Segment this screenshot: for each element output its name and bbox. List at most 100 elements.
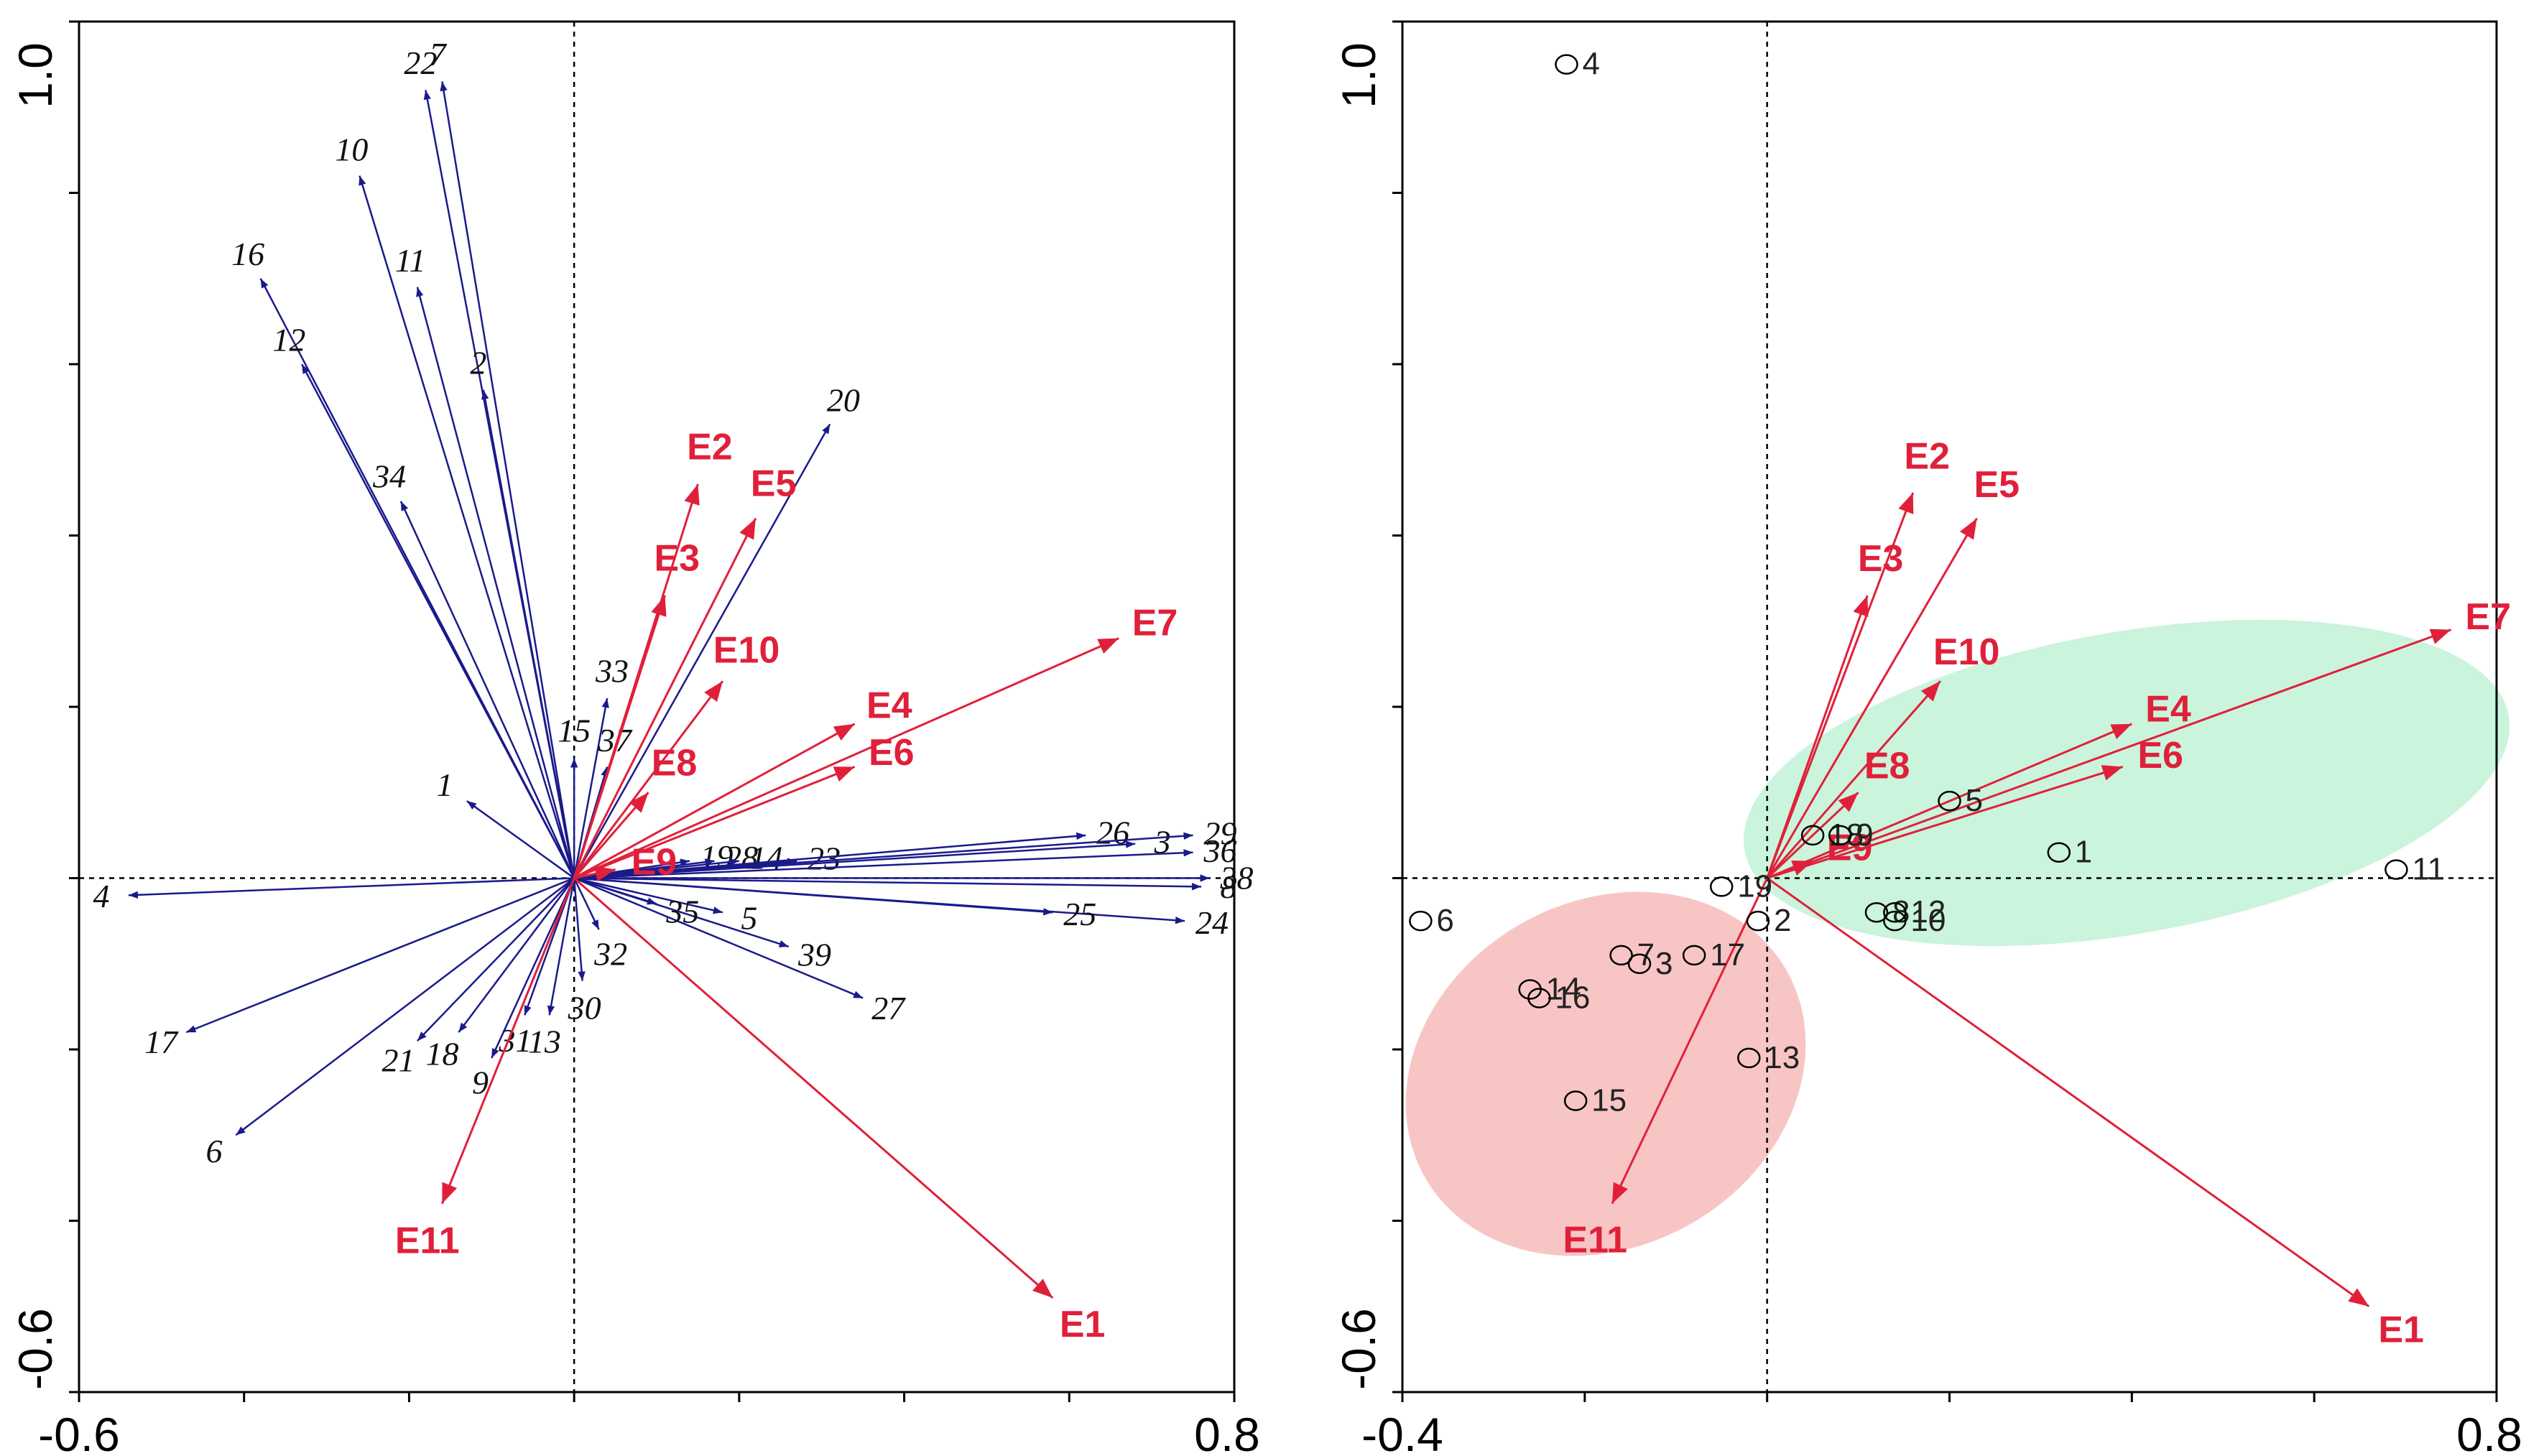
env-arrow-e8 <box>1766 792 1859 879</box>
site-marker-4 <box>1555 54 1578 75</box>
site-marker-2 <box>1746 910 1770 932</box>
env-arrow-e10 <box>1766 680 1941 879</box>
species-label-27: 27 <box>871 990 906 1026</box>
species-arrow-8 <box>574 877 1202 888</box>
species-arrow-25 <box>574 877 1053 914</box>
species-label-15: 15 <box>558 713 591 749</box>
env-arrow-e5 <box>573 517 757 879</box>
env-label-e11: E11 <box>1563 1219 1627 1261</box>
site-label-15: 15 <box>1591 1083 1627 1118</box>
species-label-18: 18 <box>426 1036 459 1072</box>
env-arrowhead-e1 <box>1032 1279 1053 1298</box>
species-arrowhead-15 <box>570 758 578 768</box>
x-tick-label-min: -0.4 <box>1361 1408 1443 1456</box>
species-arrowhead-3 <box>1125 840 1136 848</box>
env-label-e9: E9 <box>632 841 677 883</box>
species-label-29: 29 <box>1203 815 1236 851</box>
site-marker-11 <box>2384 859 2408 880</box>
env-label-e2: E2 <box>687 426 733 468</box>
env-arrow-e10 <box>573 680 724 879</box>
site-marker-8 <box>1864 901 1889 923</box>
env-arrowhead-e7 <box>2429 629 2451 644</box>
species-arrowhead-39 <box>778 940 789 947</box>
env-label-e4: E4 <box>2145 688 2191 730</box>
species-arrowhead-4 <box>128 891 139 899</box>
env-arrowhead-e9 <box>594 866 616 882</box>
env-arrowhead-e10 <box>704 681 723 703</box>
species-arrowhead-16 <box>260 278 269 289</box>
species-label-21: 21 <box>382 1042 415 1078</box>
env-arrow-e1 <box>573 877 1054 1299</box>
species-label-20: 20 <box>827 381 860 418</box>
species-arrowhead-8 <box>1191 883 1202 891</box>
env-arrowhead-e5 <box>1959 518 1977 540</box>
species-arrow-30 <box>573 878 583 981</box>
site-marker-3 <box>1627 953 1652 974</box>
env-arrowhead-e5 <box>739 518 756 540</box>
site-marker-15 <box>1563 1090 1588 1111</box>
env-label-e5: E5 <box>751 463 797 505</box>
site-label-2: 2 <box>1774 903 1791 938</box>
species-arrowhead-25 <box>1042 908 1053 916</box>
env-arrowhead-e1 <box>2348 1288 2369 1307</box>
site-label-17: 17 <box>1710 937 1745 973</box>
env-label-e11: E11 <box>395 1220 460 1262</box>
site-marker-19 <box>1709 876 1734 897</box>
species-arrow-9 <box>491 877 575 1059</box>
species-arrow-34 <box>399 501 575 879</box>
species-arrowhead-17 <box>186 1025 197 1033</box>
species-arrowhead-27 <box>853 991 864 998</box>
site-marker-17 <box>1682 945 1706 966</box>
species-label-24: 24 <box>1195 904 1229 941</box>
y-tick-label-min: -0.6 <box>9 1308 62 1390</box>
env-arrowhead-e4 <box>2110 723 2132 739</box>
site-label-9: 9 <box>1856 817 1873 853</box>
species-arrow-7 <box>441 81 575 878</box>
env-label-e1: E1 <box>2378 1309 2424 1351</box>
species-label-33: 33 <box>595 653 629 690</box>
site-label-16: 16 <box>1555 980 1590 1015</box>
env-label-e8: E8 <box>1864 746 1910 787</box>
env-arrowhead-e10 <box>1921 681 1941 702</box>
y-tick-label-min: -0.6 <box>1332 1308 1385 1390</box>
env-arrowhead-e8 <box>629 792 649 813</box>
species-label-12: 12 <box>272 321 305 358</box>
env-label-e10: E10 <box>1933 631 2000 673</box>
env-arrow-e7 <box>1767 629 2452 879</box>
species-arrow-27 <box>573 877 864 999</box>
site-label-3: 3 <box>1655 946 1673 981</box>
env-label-e7: E7 <box>2465 596 2511 638</box>
env-arrow-e7 <box>573 637 1119 879</box>
species-arrow-32 <box>573 877 600 930</box>
species-label-1: 1 <box>436 766 453 803</box>
species-arrow-17 <box>185 877 575 1034</box>
species-arrowhead-12 <box>302 364 310 374</box>
species-arrowhead-10 <box>359 175 366 186</box>
site-label-12: 12 <box>1910 894 1946 929</box>
env-arrow-e2 <box>1766 492 1915 879</box>
env-arrowhead-e6 <box>833 766 855 782</box>
species-arrowhead-32 <box>591 919 599 930</box>
env-label-e2: E2 <box>1904 435 1950 477</box>
env-label-e7: E7 <box>1132 602 1178 644</box>
species-label-5: 5 <box>741 900 757 937</box>
env-arrow-e6 <box>1767 766 2124 879</box>
species-label-11: 11 <box>395 242 426 279</box>
env-arrow-e11 <box>1611 877 1769 1205</box>
site-label-10: 10 <box>1910 903 1946 938</box>
site-label-11: 11 <box>2412 852 2445 887</box>
site-marker-7 <box>1609 945 1633 966</box>
species-arrowhead-5 <box>713 906 723 914</box>
right-biplot-panel: -0.4 0.8-0.61.0E1E2E3E4E5E6E7E8E9E10E1145… <box>1332 20 2521 1456</box>
site-label-6: 6 <box>1436 903 1453 938</box>
species-label-16: 16 <box>231 236 264 272</box>
env-arrow-e6 <box>573 766 856 879</box>
species-arrow-10 <box>359 175 575 878</box>
site-marker-16 <box>1527 988 1551 1008</box>
species-label-22: 22 <box>404 45 437 81</box>
site-marker-1 <box>2047 842 2071 863</box>
species-label-9: 9 <box>472 1064 489 1100</box>
env-arrowhead-e4 <box>833 723 855 741</box>
species-arrowhead-18 <box>458 1022 468 1033</box>
